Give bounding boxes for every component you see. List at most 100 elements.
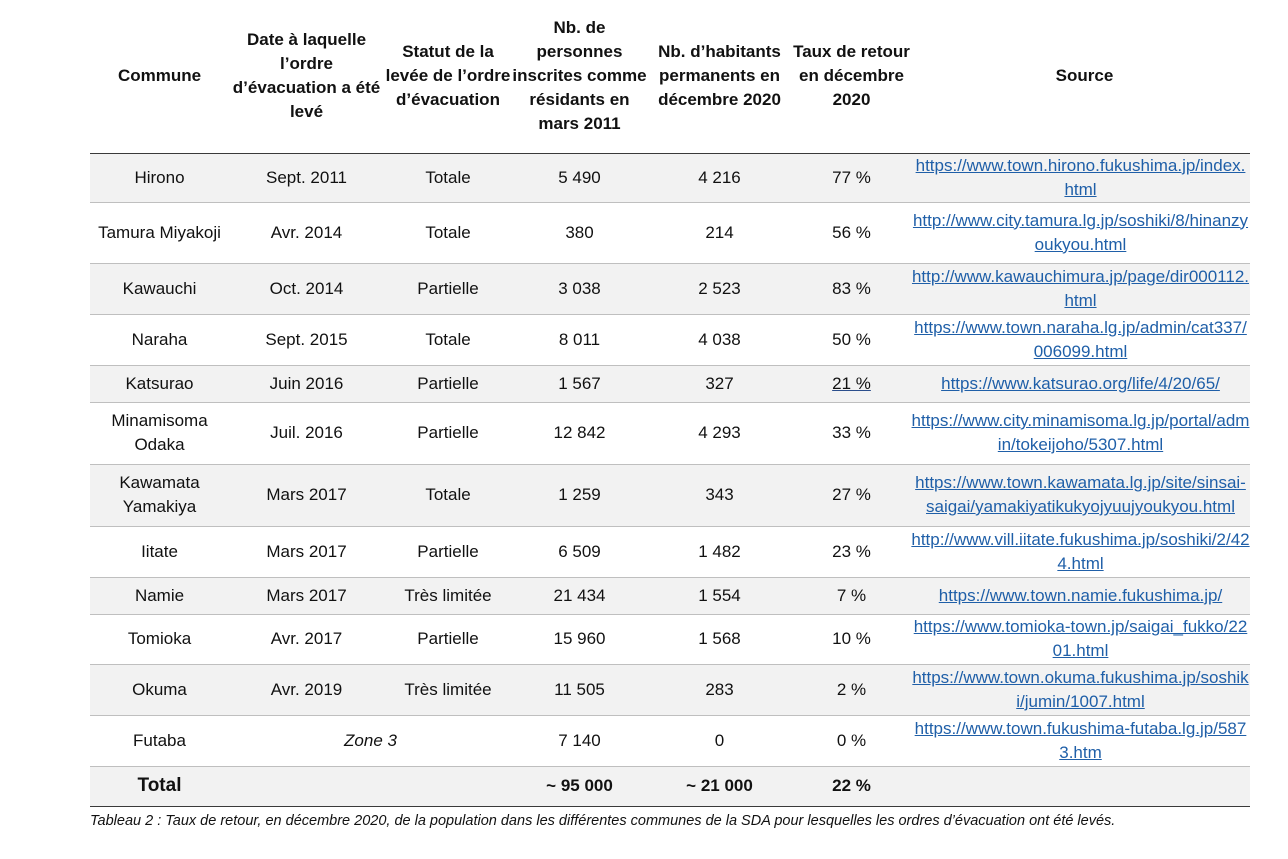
status-cell: Totale [384,314,512,366]
source-cell: http://www.kawauchimura.jp/page/dir00011… [911,263,1250,315]
table-row: Hirono Sept. 2011 Totale 5 490 4 216 77 … [90,153,1250,203]
commune-cell: Namie [90,577,229,615]
inhabitants-2020-cell: 4 038 [647,314,792,366]
residents-2011-cell: 21 434 [512,577,647,615]
total-row: Total ~ 95 000 ~ 21 000 22 % [90,765,1250,807]
inhabitants-2020-cell: 1 482 [647,526,792,578]
date-cell: Mars 2017 [229,526,384,578]
status-cell: Partielle [384,526,512,578]
source-link[interactable]: http://www.city.tamura.lg.jp/soshiki/8/h… [912,210,1249,254]
inhabitants-2020-cell: 214 [647,202,792,264]
source-link[interactable]: https://www.town.kawamata.lg.jp/site/sin… [915,473,1246,516]
return-rate-value: 21 % [832,373,871,393]
date-cell: Avr. 2017 [229,614,384,665]
table-row: Namie Mars 2017 Très limitée 21 434 1 55… [90,577,1250,615]
source-link[interactable]: http://www.vill.iitate.fukushima.jp/sosh… [911,529,1250,573]
header-status: Statut de la levée de l’ordre d’évacuati… [384,0,512,154]
source-cell: https://www.town.hirono.fukushima.jp/ind… [911,153,1250,203]
source-link[interactable]: https://www.town.okuma.fukushima.jp/sosh… [912,667,1249,711]
inhabitants-2020-cell: 0 [647,715,792,767]
inhabitants-2020-cell: 283 [647,664,792,716]
zone-cell: Zone 3 [229,715,512,767]
source-cell: https://www.town.naraha.lg.jp/admin/cat3… [911,314,1250,366]
source-cell: https://www.town.namie.fukushima.jp/ [911,577,1250,615]
status-cell: Totale [384,202,512,264]
table-row: Tamura Miyakoji Avr. 2014 Totale 380 214… [90,202,1250,264]
residents-2011-cell: 6 509 [512,526,647,578]
empty-cell [384,765,512,807]
return-rate-cell: 0 % [792,715,911,767]
empty-cell [229,765,384,807]
residents-2011-cell: 5 490 [512,153,647,203]
zone-label: Zone 3 [344,730,397,750]
inhabitants-2020-cell: 343 [647,464,792,527]
source-link[interactable]: https://www.town.hirono.fukushima.jp/ind… [915,155,1246,199]
commune-cell: Kawauchi [90,263,229,315]
header-commune: Commune [90,0,229,154]
return-rate-cell: 83 % [792,263,911,315]
return-rate-cell: 7 % [792,577,911,615]
return-rate-cell: 56 % [792,202,911,264]
inhabitants-2020-cell: 1 554 [647,577,792,615]
inhabitants-2020-cell: 2 523 [647,263,792,315]
residents-2011-cell: 12 842 [512,402,647,465]
total-inhabitants-2020: ~ 21 000 [647,765,792,807]
source-cell: https://www.town.okuma.fukushima.jp/sosh… [911,664,1250,716]
residents-2011-cell: 380 [512,202,647,264]
source-link[interactable]: https://www.katsurao.org/life/4/20/65/ [941,373,1220,393]
table-row: Naraha Sept. 2015 Totale 8 011 4 038 50 … [90,314,1250,366]
return-rate-cell: 23 % [792,526,911,578]
table-row: Iitate Mars 2017 Partielle 6 509 1 482 2… [90,526,1250,578]
residents-2011-cell: 8 011 [512,314,647,366]
date-cell: Mars 2017 [229,464,384,527]
header-residents-2011: Nb. de personnes inscrites comme résidan… [512,0,647,154]
commune-cell: Futaba [90,715,229,767]
source-link[interactable]: https://www.town.fukushima-futaba.lg.jp/… [914,718,1247,762]
table-row: Tomioka Avr. 2017 Partielle 15 960 1 568… [90,614,1250,665]
commune-cell: Kawamata Yamakiya [90,464,229,527]
residents-2011-cell: 7 140 [512,715,647,767]
table-row-futaba: Futaba Zone 3 7 140 0 0 % https://www.to… [90,715,1250,767]
inhabitants-2020-cell: 4 293 [647,402,792,465]
date-cell: Juin 2016 [229,365,384,403]
commune-cell: Hirono [90,153,229,203]
commune-cell: Katsurao [90,365,229,403]
header-date: Date à laquelle l’ordre d’évacuation a é… [229,0,384,154]
header-return-rate: Taux de retour en décembre 2020 [792,0,911,154]
status-cell: Partielle [384,614,512,665]
source-link[interactable]: http://www.kawauchimura.jp/page/dir00011… [911,266,1250,310]
source-link[interactable]: https://www.town.namie.fukushima.jp/ [938,585,1223,605]
residents-2011-cell: 1 259 [512,464,647,527]
residents-2011-cell: 1 567 [512,365,647,403]
return-rate-cell: 21 % [792,365,911,403]
commune-cell: Naraha [90,314,229,366]
table-row: Minamisoma Odaka Juil. 2016 Partielle 12… [90,402,1250,465]
total-residents-2011: ~ 95 000 [512,765,647,807]
date-cell: Juil. 2016 [229,402,384,465]
return-rate-cell: 2 % [792,664,911,716]
source-cell: https://www.town.fukushima-futaba.lg.jp/… [911,715,1250,767]
return-rate-cell: 27 % [792,464,911,527]
commune-cell: Iitate [90,526,229,578]
status-cell: Totale [384,153,512,203]
table-row: Kawamata Yamakiya Mars 2017 Totale 1 259… [90,464,1250,527]
commune-cell: Tamura Miyakoji [90,202,229,264]
date-cell: Avr. 2014 [229,202,384,264]
source-link[interactable]: https://www.tomioka-town.jp/saigai_fukko… [913,617,1248,660]
source-link[interactable]: https://www.city.minamisoma.lg.jp/portal… [911,411,1250,454]
status-cell: Partielle [384,263,512,315]
source-cell: https://www.katsurao.org/life/4/20/65/ [911,365,1250,403]
inhabitants-2020-cell: 4 216 [647,153,792,203]
source-link[interactable]: https://www.town.naraha.lg.jp/admin/cat3… [914,317,1247,361]
status-cell: Totale [384,464,512,527]
commune-cell: Okuma [90,664,229,716]
total-return-rate: 22 % [792,765,911,807]
inhabitants-2020-cell: 1 568 [647,614,792,665]
date-cell: Sept. 2011 [229,153,384,203]
source-cell: https://www.town.kawamata.lg.jp/site/sin… [911,464,1250,527]
return-rate-cell: 50 % [792,314,911,366]
date-cell: Sept. 2015 [229,314,384,366]
return-rate-cell: 10 % [792,614,911,665]
source-cell: https://www.tomioka-town.jp/saigai_fukko… [911,614,1250,665]
